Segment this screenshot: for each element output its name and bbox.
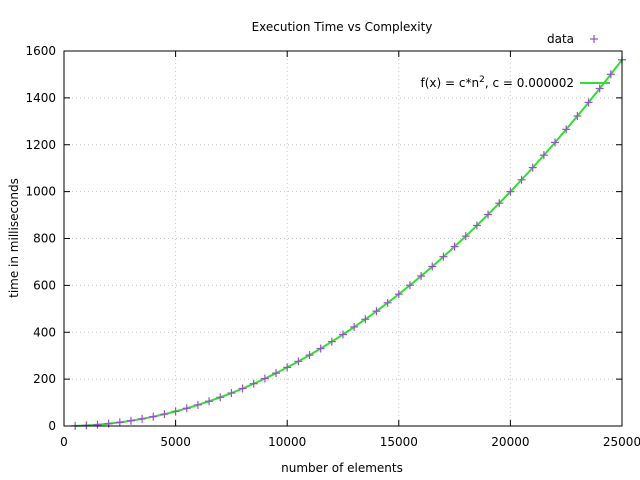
data-point: [138, 414, 147, 423]
y-tick-label: 1200: [25, 138, 56, 152]
data-point: [82, 421, 91, 430]
legend: data f(x) = c*n2, c = 0.000002: [421, 32, 610, 90]
data-point: [517, 175, 526, 184]
data-point: [372, 307, 381, 316]
data-point: [484, 210, 493, 219]
data-point: [417, 272, 426, 280]
data-point: [606, 70, 615, 79]
data-point: [495, 199, 504, 208]
data-point: [171, 407, 180, 416]
data-point: [573, 112, 582, 121]
data-point: [339, 330, 347, 339]
data-point: [562, 125, 571, 134]
data-point: [405, 281, 414, 290]
data-point: [584, 98, 593, 107]
data-point: [439, 252, 448, 261]
data-point: [115, 418, 124, 427]
data-point: [461, 232, 470, 241]
data-point: [227, 389, 236, 398]
data-point: [506, 187, 515, 196]
data-point: [539, 151, 548, 160]
data-point: [394, 290, 403, 299]
legend-label-fit-name: f(x) = c*n: [421, 76, 480, 90]
data-point: [551, 138, 560, 147]
data-point: [126, 416, 135, 425]
data-point: [182, 404, 191, 413]
data-point: [316, 344, 325, 353]
data-point: [272, 369, 281, 378]
data-point: [238, 384, 247, 393]
y-tick-label: 200: [33, 372, 56, 386]
data-point: [595, 84, 604, 93]
data-point: [305, 351, 314, 360]
y-tick-label: 1400: [25, 91, 56, 105]
data-point: [350, 322, 359, 331]
data-point: [472, 221, 481, 230]
data-point: [294, 357, 303, 366]
x-tick-label: 20000: [491, 435, 529, 449]
y-tick-label: 0: [48, 419, 56, 433]
data-point: [216, 393, 225, 402]
y-tick-label: 800: [33, 232, 56, 246]
data-point: [428, 262, 437, 271]
legend-label-data: data: [547, 32, 574, 46]
y-tick-label: 1600: [25, 44, 56, 58]
x-tick-label: 0: [60, 435, 68, 449]
legend-label-fit-suffix: , c = 0.000002: [485, 76, 574, 90]
data-point: [149, 412, 158, 421]
x-tick-label: 25000: [603, 435, 640, 449]
data-point: [93, 420, 102, 429]
y-axis-label: time in milliseconds: [7, 178, 21, 298]
y-tick-label: 400: [33, 325, 56, 339]
x-tick-label: 15000: [380, 435, 418, 449]
data-point: [361, 315, 370, 324]
legend-label-fit-sup: 2: [479, 75, 485, 85]
ticks: 0 5000 10000 15000 20000 25000 0 200 400 600 800 10…: [25, 44, 640, 449]
data-point: [327, 337, 336, 346]
data-point: [260, 374, 269, 383]
data-point: [528, 163, 537, 172]
data-point: [383, 298, 392, 307]
data-point: [249, 379, 258, 388]
data-point: [205, 397, 214, 406]
x-tick-label: 5000: [160, 435, 191, 449]
grid: [64, 51, 622, 426]
x-tick-label: 10000: [268, 435, 306, 449]
data-point: [193, 400, 202, 409]
x-axis-label: number of elements: [281, 461, 403, 475]
y-tick-label: 600: [33, 278, 56, 292]
chart-title: Execution Time vs Complexity: [252, 20, 433, 34]
data-point: [283, 363, 292, 372]
y-tick-label: 1000: [25, 185, 56, 199]
legend-marker-data: [590, 35, 598, 43]
legend-label-fit: f(x) = c*n2, c = 0.000002: [421, 75, 574, 90]
series-layer: [71, 55, 626, 430]
data-point: [450, 242, 459, 251]
data-point: [160, 410, 169, 419]
